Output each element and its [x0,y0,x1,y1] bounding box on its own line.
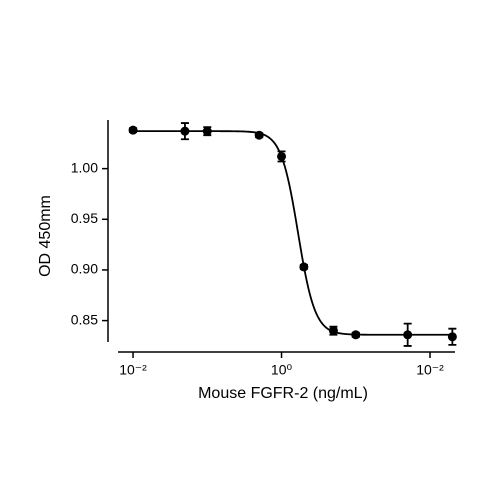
y-tick-label: 1.00 [71,159,98,175]
y-tick-label: 0.95 [71,210,98,226]
data-point [202,126,212,136]
data-point [328,326,338,336]
y-axis-title: OD 450mm [37,195,54,277]
data-point [447,332,457,342]
fit-curve [133,130,453,336]
x-tick-label: 10⁰ [271,362,293,378]
data-point [351,330,361,340]
y-tick-label: 0.85 [71,311,98,327]
y-tick-label: 0.90 [71,261,98,277]
data-point [128,125,138,135]
data-point [254,130,264,140]
data-point [277,151,287,161]
data-point [299,262,309,272]
data-point [403,330,413,340]
x-tick-label: 10⁻² [119,362,147,378]
x-axis-title: Mouse FGFR-2 (ng/mL) [198,385,368,402]
x-tick-label: 10⁻² [416,362,444,378]
data-point [180,126,190,136]
